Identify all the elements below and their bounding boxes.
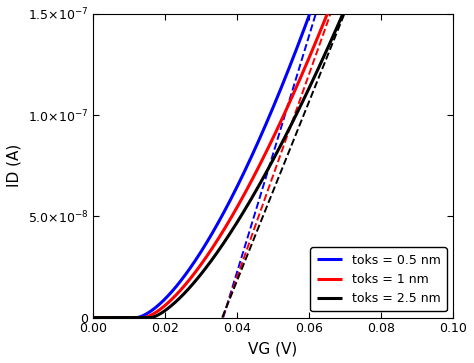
X-axis label: VG (V): VG (V) [248,341,298,356]
toks = 1 nm [265,146,271,150]
Line: toks = 2.5 nm: toks = 2.5 nm [93,0,453,318]
toks = 1 nm [109,315,114,320]
toks = 1 nm [256,165,262,169]
Legend: toks = 0.5 nm, toks = 1 nm, toks = 2.5 nm: toks = 0.5 nm, toks = 1 nm, toks = 2.5 n… [310,248,447,311]
toks = 2.5 nm [109,315,114,320]
toks = 0.5 nm [109,315,114,320]
Line: toks = 1 nm: toks = 1 nm [93,0,453,318]
Y-axis label: ID (A): ID (A) [7,144,22,187]
toks = 2.5 nm [256,184,262,188]
toks = 2.5 nm [265,167,271,171]
toks = 0.5 nm [90,315,96,320]
Line: toks = 0.5 nm: toks = 0.5 nm [93,0,453,318]
toks = 1 nm [90,315,96,320]
toks = 2.5 nm [90,315,96,320]
toks = 0.5 nm [265,117,271,121]
toks = 0.5 nm [256,139,262,143]
